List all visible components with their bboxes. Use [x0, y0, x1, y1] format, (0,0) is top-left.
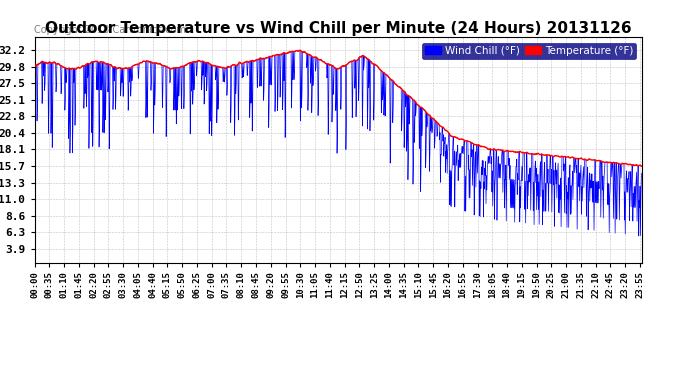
- Title: Outdoor Temperature vs Wind Chill per Minute (24 Hours) 20131126: Outdoor Temperature vs Wind Chill per Mi…: [45, 21, 631, 36]
- Text: Copyright 2013 Cartronics.com: Copyright 2013 Cartronics.com: [34, 25, 186, 35]
- Legend: Wind Chill (°F), Temperature (°F): Wind Chill (°F), Temperature (°F): [422, 43, 636, 59]
